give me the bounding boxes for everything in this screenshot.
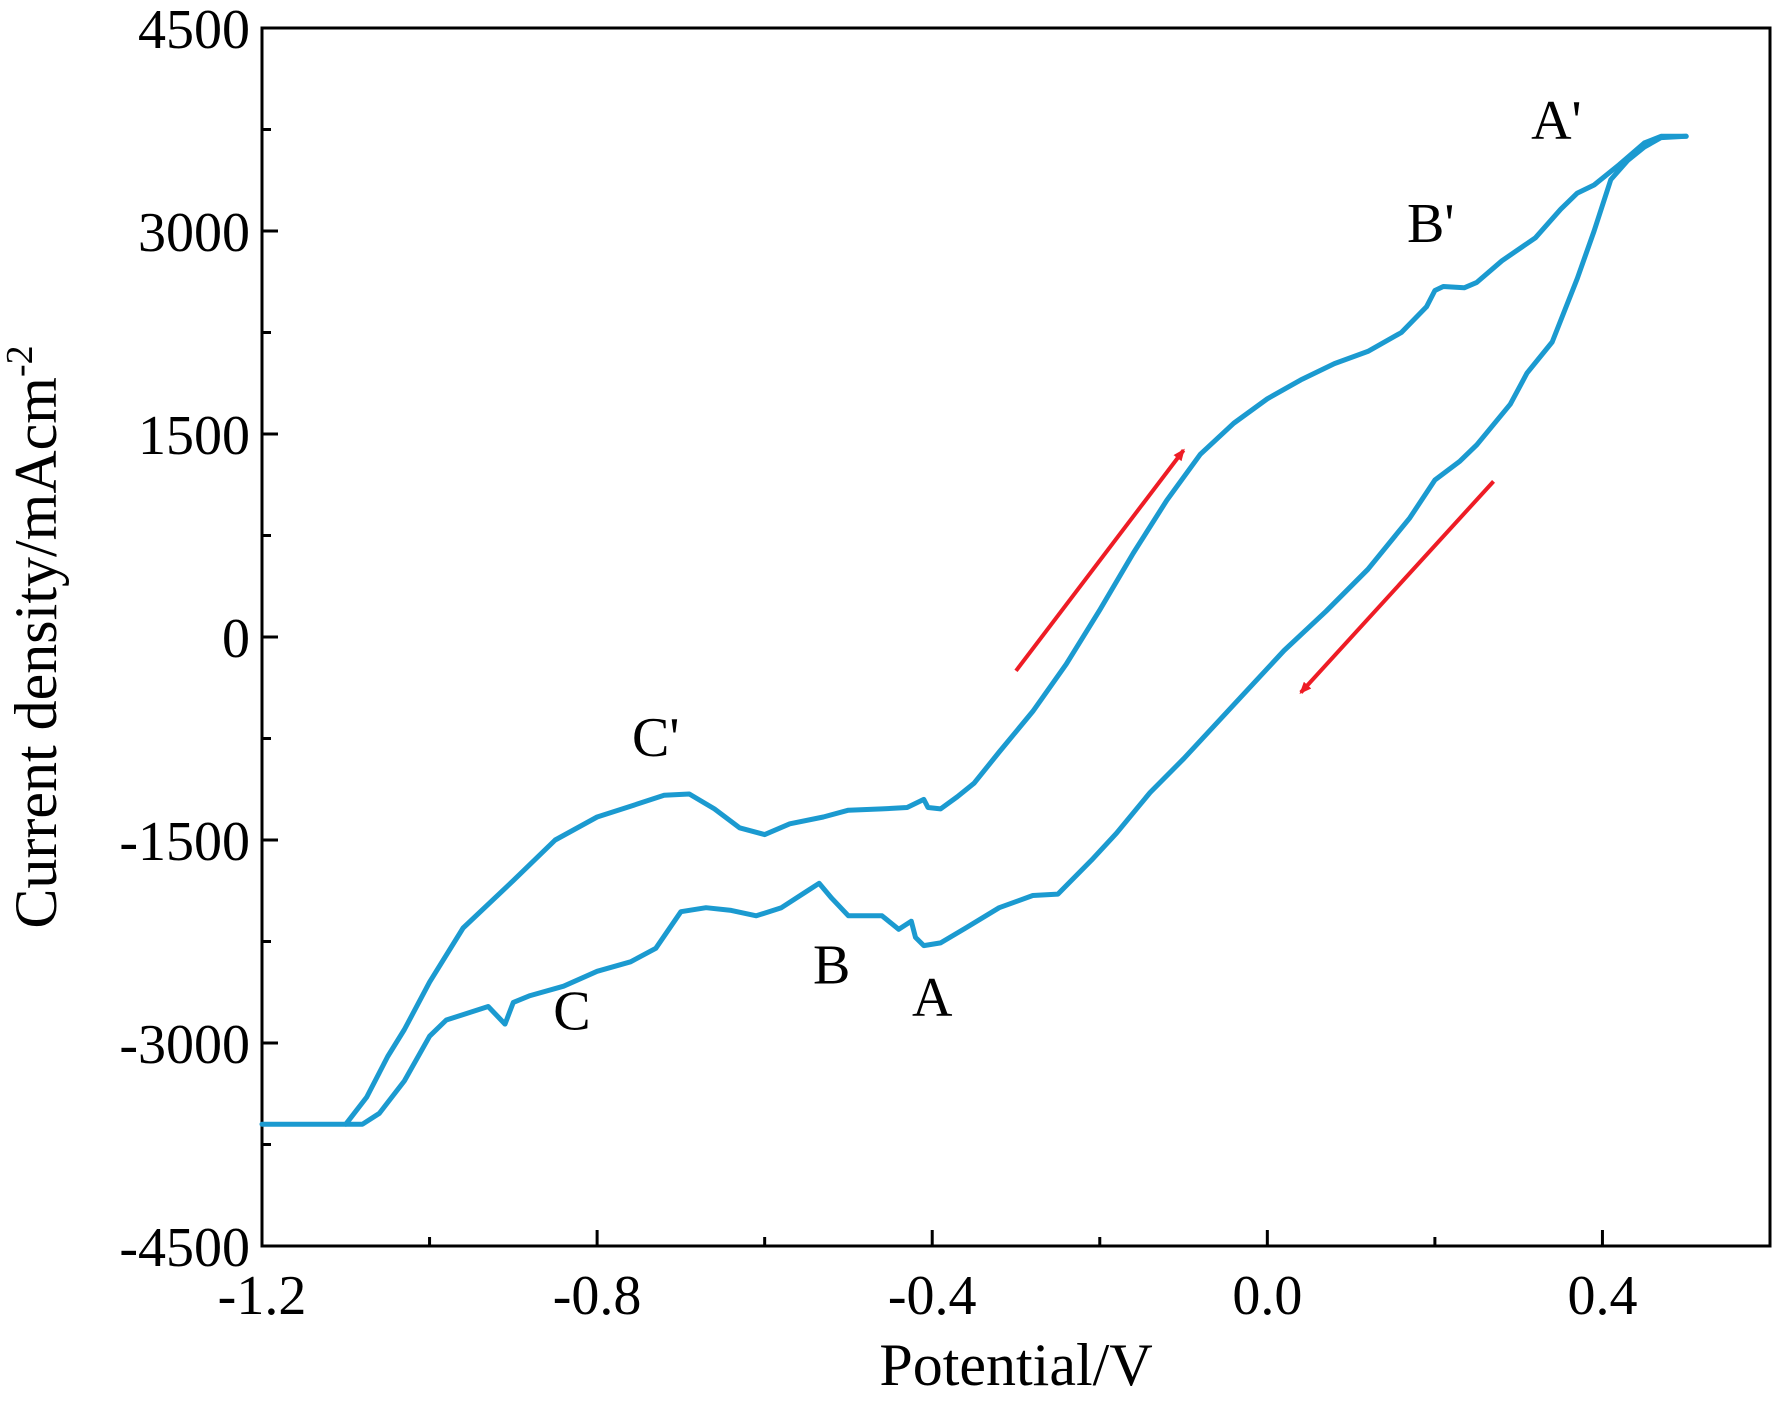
y-tick-label: -4500 [119, 1217, 250, 1279]
y-axis-title-superscript: -2 [0, 345, 41, 377]
y-tick-label: 3000 [138, 202, 250, 264]
forward-scan-line [259, 133, 1689, 1127]
y-axis-ticks: -4500 -3000 -1500 0 1500 3000 4500 [119, 0, 278, 1279]
x-tick-label: -0.4 [888, 1265, 977, 1327]
y-tick-label: -3000 [119, 1014, 250, 1076]
annotation-layer: A' B' C' AB C [553, 90, 1581, 1042]
annot-a-prime: A' [1531, 90, 1582, 152]
x-tick-label: 0.0 [1232, 1265, 1302, 1327]
annot-c-prime: C' [632, 707, 679, 769]
x-tick-label: -0.8 [553, 1265, 642, 1327]
y-axis-title: Current density/mAcm-2 [0, 345, 69, 928]
annot-a: A [912, 967, 953, 1029]
y-tick-label: 1500 [138, 405, 250, 467]
x-axis-title: Potential/V [879, 1332, 1152, 1398]
x-tick-label: -1.2 [218, 1265, 307, 1327]
reverse-scan-line [343, 133, 1689, 1127]
reverse-direction-arrow [1299, 480, 1496, 694]
series-layer [259, 133, 1689, 1127]
annot-c: C [553, 980, 590, 1042]
y-tick-label: 0 [222, 608, 250, 670]
plot-frame [260, 26, 1772, 1248]
y-axis-title-main: Current density/mAcm [3, 377, 69, 929]
x-axis-ticks: -1.2 -0.8 -0.4 0.0 0.4 [218, 1230, 1637, 1327]
annot-b-prime: B' [1407, 193, 1454, 255]
y-tick-label: 4500 [138, 0, 250, 61]
annot-b: B [813, 934, 850, 996]
x-tick-label: 0.4 [1567, 1265, 1637, 1327]
arrow-layer [1014, 448, 1496, 694]
forward-direction-arrow [1014, 448, 1186, 673]
y-tick-label: -1500 [119, 811, 250, 873]
